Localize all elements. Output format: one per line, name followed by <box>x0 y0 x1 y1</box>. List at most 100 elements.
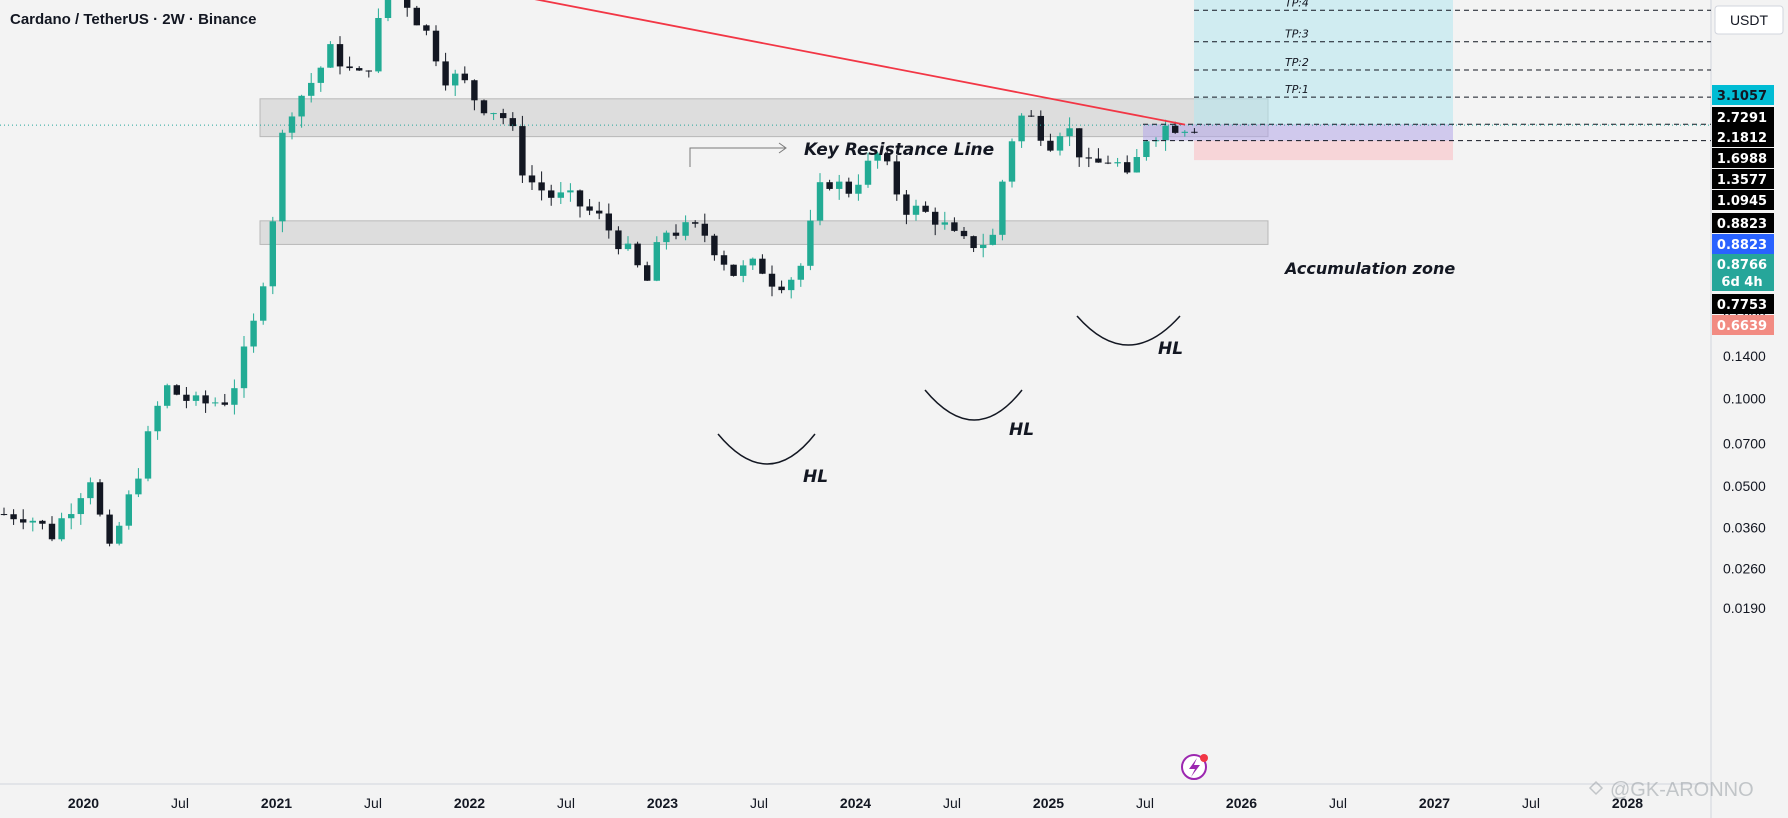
candle-body <box>740 265 747 276</box>
candle <box>1047 133 1054 152</box>
candle-body <box>1191 131 1198 133</box>
price-tick: 0.0500 <box>1723 478 1766 494</box>
candle <box>826 179 833 191</box>
price-badge: 0.7753 <box>1712 294 1774 314</box>
candle <box>39 519 46 530</box>
time-tick: 2021 <box>261 795 292 811</box>
candle <box>154 401 161 440</box>
candle-body <box>509 118 516 127</box>
candle <box>346 56 353 71</box>
candle <box>759 254 766 275</box>
time-tick: 2025 <box>1033 795 1064 811</box>
tp-label-3: TP:3 <box>1285 28 1309 41</box>
time-tick: 2027 <box>1419 795 1450 811</box>
currency-label: USDT <box>1730 12 1769 28</box>
candle-body <box>125 494 132 526</box>
currency-button[interactable] <box>1714 5 1784 35</box>
candle <box>1162 119 1169 151</box>
candle <box>653 236 660 282</box>
candle <box>500 108 507 125</box>
candle-body <box>1124 162 1131 173</box>
candle <box>375 8 382 74</box>
candle-body <box>471 80 478 101</box>
candle-body <box>576 190 584 207</box>
price-badge-bg <box>1712 271 1774 291</box>
candle-body <box>48 523 56 540</box>
candle-body <box>154 405 161 432</box>
candle <box>1008 138 1016 188</box>
candle-body <box>644 265 651 281</box>
time-tick: 2020 <box>68 795 99 811</box>
time-tick: Jul <box>171 795 189 811</box>
candle <box>1066 117 1073 147</box>
candle-body <box>807 220 814 266</box>
candle <box>144 425 152 482</box>
price-badge: 1.0945 <box>1712 190 1774 210</box>
candle-body <box>1047 140 1054 151</box>
candle-body <box>20 519 27 523</box>
candle-body <box>317 67 324 83</box>
candle <box>1018 113 1025 148</box>
price-tick: 0.0260 <box>1723 560 1766 576</box>
candle <box>48 516 56 542</box>
candle-body <box>634 243 641 266</box>
candle <box>212 397 219 407</box>
candle-body <box>759 258 766 274</box>
candle-body <box>797 265 804 280</box>
candle-body <box>423 25 430 31</box>
candle <box>461 66 468 84</box>
price-badge-text: 0.7753 <box>1717 298 1767 313</box>
price-badge: 0.8823 <box>1712 213 1774 233</box>
symbol-title[interactable]: Cardano / TetherUS · 2W · Binance <box>10 11 257 28</box>
price-badge-bg <box>1712 234 1774 254</box>
candle <box>452 69 459 96</box>
candle <box>749 257 756 270</box>
candle <box>183 386 190 409</box>
key-resistance-line[interactable] <box>373 0 1186 126</box>
candle <box>596 201 603 220</box>
candle <box>442 52 449 91</box>
candle <box>404 0 411 17</box>
candle <box>423 24 430 36</box>
candle-body <box>826 182 833 189</box>
price-badge: 6d 4h <box>1712 271 1774 291</box>
candle-body <box>855 184 862 194</box>
candle <box>874 151 881 169</box>
candle-body <box>557 192 564 198</box>
candle-body <box>1114 162 1121 164</box>
candle <box>788 277 795 299</box>
candle-body <box>1143 141 1150 158</box>
price-tick: 0.0700 <box>1723 436 1766 452</box>
candle-body <box>0 514 8 516</box>
candle <box>432 25 440 67</box>
candle <box>298 94 305 128</box>
candle-body <box>106 514 113 544</box>
price-badge: 2.7291 <box>1712 107 1774 127</box>
candle <box>1056 132 1064 156</box>
candle-body <box>951 222 958 231</box>
price-tick: 0.0360 <box>1723 519 1766 535</box>
candle-body <box>250 320 257 347</box>
candle-body <box>980 244 987 249</box>
candle-body <box>692 222 699 224</box>
candle <box>279 129 286 233</box>
candle-body <box>874 153 881 161</box>
key-resistance-annotation: Key Resistance Line <box>689 140 994 167</box>
time-tick: Jul <box>750 795 768 811</box>
candle-body <box>1181 131 1188 133</box>
price-badge-text: 2.1812 <box>1717 131 1767 146</box>
candle <box>586 199 593 216</box>
time-tick: Jul <box>557 795 575 811</box>
candle-body <box>164 385 171 406</box>
candle-body <box>96 482 104 515</box>
higher-low-curve-3 <box>1076 315 1181 346</box>
candle-body <box>1104 162 1112 164</box>
candle <box>1028 110 1035 117</box>
price-badge-bg <box>1712 315 1774 335</box>
candle-body <box>1085 157 1092 159</box>
price-badge-bg <box>1712 213 1774 233</box>
candle-body <box>941 222 948 225</box>
flash-icon[interactable] <box>1181 754 1208 780</box>
candle-body <box>212 402 219 404</box>
